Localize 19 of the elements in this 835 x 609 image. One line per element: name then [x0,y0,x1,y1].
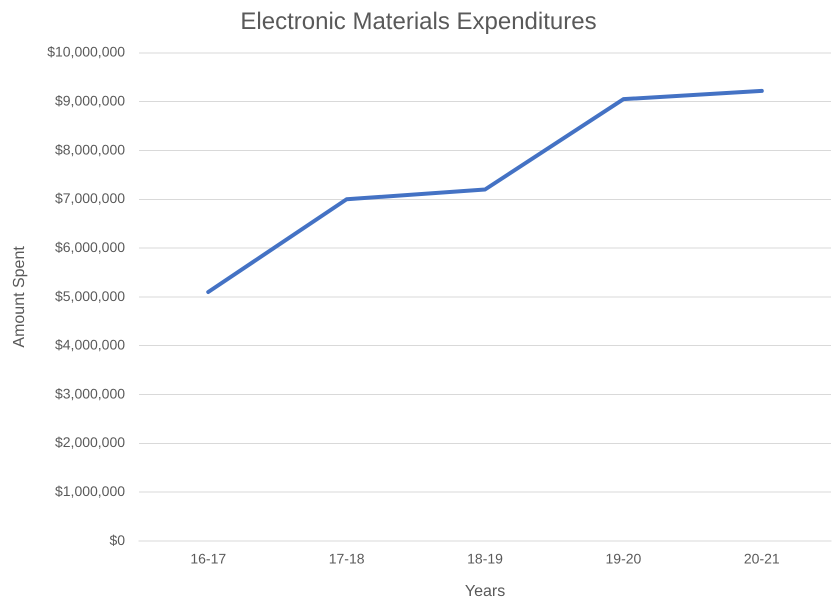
x-tick-label: 19-20 [606,550,642,566]
y-tick-label: $9,000,000 [54,92,126,108]
x-tick-label: 20-21 [744,550,780,566]
y-tick-label: $2,000,000 [54,434,126,450]
y-tick-label: $6,000,000 [54,238,126,255]
x-tick-label: 18-19 [467,550,504,566]
y-tick-label: $0 [109,532,126,548]
y-tick-label: $7,000,000 [54,190,126,206]
chart-title: Electronic Materials Expenditures [240,8,597,36]
x-tick-label: 16-17 [190,550,226,566]
y-axis-title: Amount Spent [11,246,28,348]
y-tick-label: $1,000,000 [54,483,126,500]
x-axis-title: Years [464,582,506,600]
y-tick-label: $4,000,000 [54,336,126,353]
x-tick-label: 17-18 [328,550,365,566]
y-tick-label: $10,000,000 [47,44,126,60]
y-tick-label: $8,000,000 [54,141,126,158]
y-tick-label: $3,000,000 [54,385,126,402]
y-tick-label: $5,000,000 [54,288,126,304]
